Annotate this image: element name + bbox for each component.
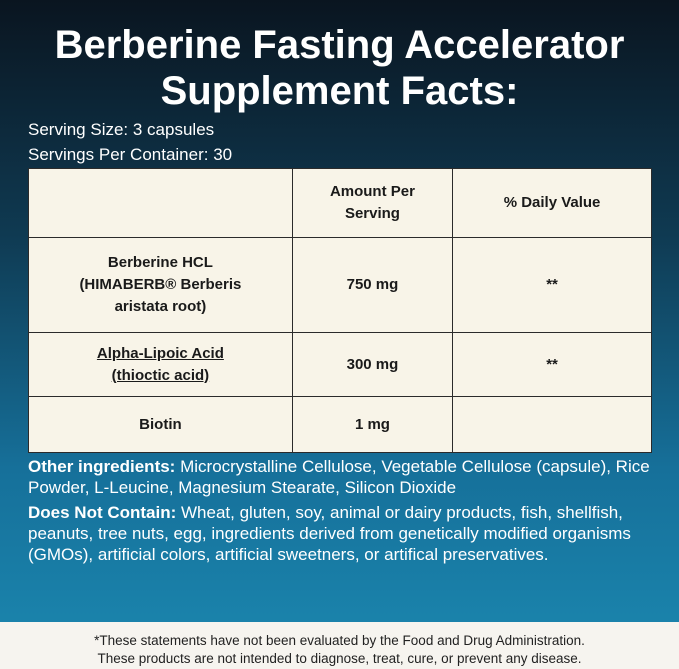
table-row: Biotin 1 mg [28, 396, 652, 453]
header-cell [28, 168, 293, 238]
serving-info: Serving Size: 3 capsules Servings Per Co… [28, 117, 232, 167]
amount: 300 mg [346, 355, 399, 373]
header-cell: % Daily Value [452, 168, 652, 238]
cell [452, 396, 652, 453]
title-line: Supplement Facts: [160, 69, 519, 113]
ingredient: Alpha-Lipoic Acid (thioctic acid) [96, 344, 224, 384]
ingredient: Biotin [139, 415, 182, 433]
amount: 1 mg [354, 415, 390, 433]
other-ingredients: Other ingredients: Microcrystalline Cell… [28, 456, 658, 498]
title-line: Berberine Fasting Accelerator [54, 23, 625, 67]
does-not-contain: Does Not Contain: Wheat, gluten, soy, an… [28, 502, 658, 565]
cell: Berberine HCL (HIMABERB® Berberis arista… [28, 237, 293, 333]
serving-size: Serving Size: 3 capsules [28, 120, 215, 139]
header-text: % Daily Value [503, 194, 601, 211]
cell: 1 mg [291, 396, 454, 453]
text: Wheat, gluten, soy, animal or dairy prod… [28, 503, 631, 564]
label: Does Not Contain: [28, 503, 177, 522]
table-row: Alpha-Lipoic Acid (thioctic acid) 300 mg… [28, 332, 652, 397]
footer: *These statements have not been evaluate… [0, 622, 679, 669]
cell: 750 mg [291, 237, 454, 333]
daily-value: ** [546, 355, 558, 373]
label: Other ingredients: [28, 457, 176, 476]
disclaimer-line: *These statements have not been evaluate… [94, 633, 585, 648]
header-cell: Amount Per Serving [291, 168, 454, 238]
notes: Other ingredients: Microcrystalline Cell… [28, 456, 658, 569]
ingredient: Berberine HCL (HIMABERB® Berberis arista… [79, 254, 242, 315]
cell: Biotin [28, 396, 293, 453]
table-row: Berberine HCL (HIMABERB® Berberis arista… [28, 237, 652, 333]
cell: 300 mg [291, 332, 454, 397]
disclaimer-line: These products are not intended to diagn… [97, 651, 582, 666]
cell: ** [452, 332, 652, 397]
title: Berberine Fasting Accelerator Supplement… [0, 22, 679, 114]
text: Microcrystalline Cellulose, Vegetable Ce… [28, 457, 650, 497]
daily-value: ** [546, 276, 558, 293]
table-header: Amount Per Serving % Daily Value [28, 168, 652, 238]
amount: 750 mg [346, 276, 399, 293]
facts-table: Amount Per Serving % Daily Value Berberi… [28, 168, 652, 453]
servings-per-container: Servings Per Container: 30 [28, 145, 233, 164]
cell: ** [452, 237, 652, 333]
header-text: Amount Per Serving [329, 183, 415, 222]
cell: Alpha-Lipoic Acid (thioctic acid) [28, 332, 293, 397]
